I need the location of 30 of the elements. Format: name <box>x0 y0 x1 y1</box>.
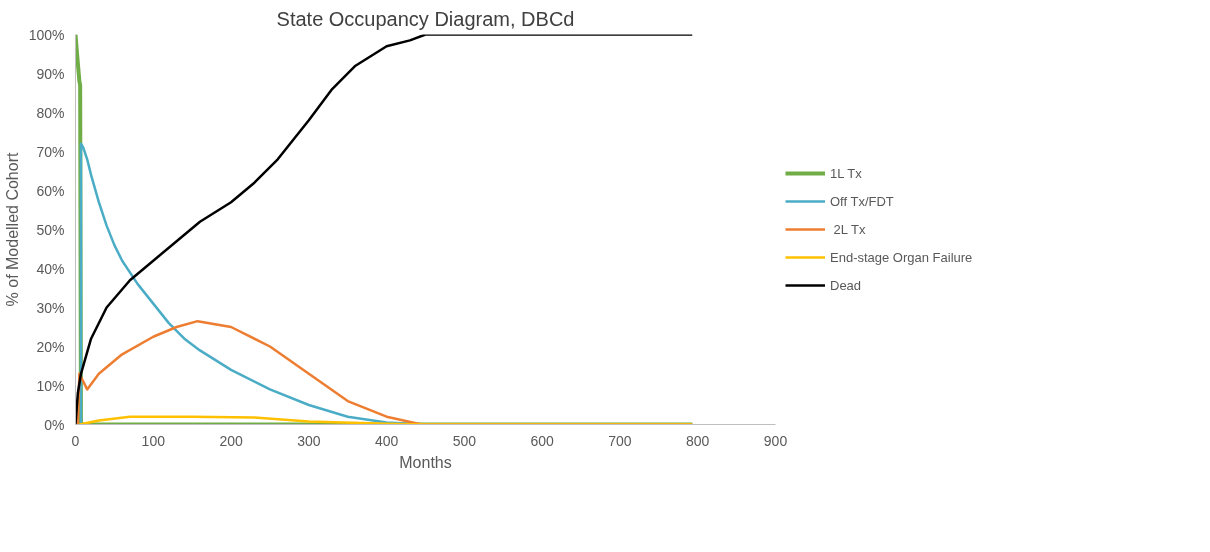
y-tick-label: 50% <box>36 221 65 238</box>
y-tick-label: 100% <box>28 26 65 43</box>
chart-title: State Occupancy Diagram, DBCd <box>276 7 575 30</box>
legend-label: Dead <box>830 277 862 293</box>
x-tick-label: 700 <box>608 432 632 449</box>
y-axis-title: % of Modelled Cohort <box>3 152 21 307</box>
x-tick-label: 200 <box>219 432 243 449</box>
legend-label: End-stage Organ Failure <box>830 249 973 265</box>
y-tick-label: 0% <box>44 416 65 433</box>
y-tick-label: 70% <box>36 143 65 160</box>
x-tick-label: 300 <box>297 432 321 449</box>
x-tick-label: 900 <box>763 432 788 449</box>
legend-label: Off Tx/FDT <box>830 193 894 209</box>
legend-label: 1L Tx <box>830 165 862 181</box>
y-tick-label: 10% <box>36 377 65 394</box>
line-series <box>78 415 694 425</box>
x-tick-label: 600 <box>530 432 555 449</box>
x-axis-title: Months <box>399 453 452 471</box>
y-tick-label: 30% <box>36 299 65 316</box>
x-tick-label: 400 <box>374 432 399 449</box>
x-tick-label: 100 <box>141 432 166 449</box>
y-tick-label: 80% <box>36 104 65 121</box>
y-tick-label: 90% <box>36 65 65 82</box>
y-tick-label: 40% <box>36 260 65 277</box>
x-tick-label: 800 <box>686 432 710 449</box>
y-tick-label: 20% <box>36 338 65 355</box>
y-tick-label: 60% <box>36 182 65 199</box>
legend-label: 2L Tx <box>832 221 866 237</box>
x-tick-label: 0 <box>71 432 80 449</box>
x-tick-label: 500 <box>452 432 477 449</box>
